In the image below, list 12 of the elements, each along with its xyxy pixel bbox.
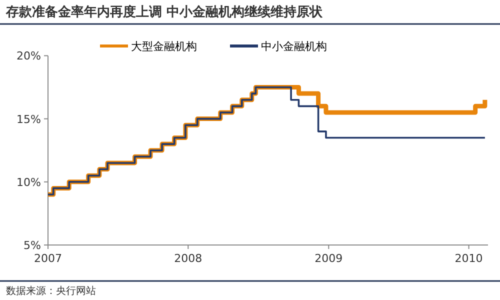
y-tick-label: 5%: [24, 239, 41, 252]
x-tick-label: 2007: [34, 252, 62, 265]
chart-title: 存款准备金率年内再度上调 中小金融机构继续维持原状: [5, 4, 324, 20]
x-tick-label: 2009: [314, 252, 343, 265]
y-tick-label: 20%: [16, 50, 41, 63]
y-tick-label: 10%: [16, 176, 41, 189]
y-tick-label: 15%: [16, 112, 41, 126]
legend-label: 大型金融机构: [131, 40, 197, 53]
legend-label: 中小金融机构: [261, 40, 327, 53]
source-note: 数据来源：央行网站: [6, 285, 96, 297]
x-tick-label: 2008: [174, 252, 202, 265]
x-tick-label: 2010: [454, 252, 483, 265]
